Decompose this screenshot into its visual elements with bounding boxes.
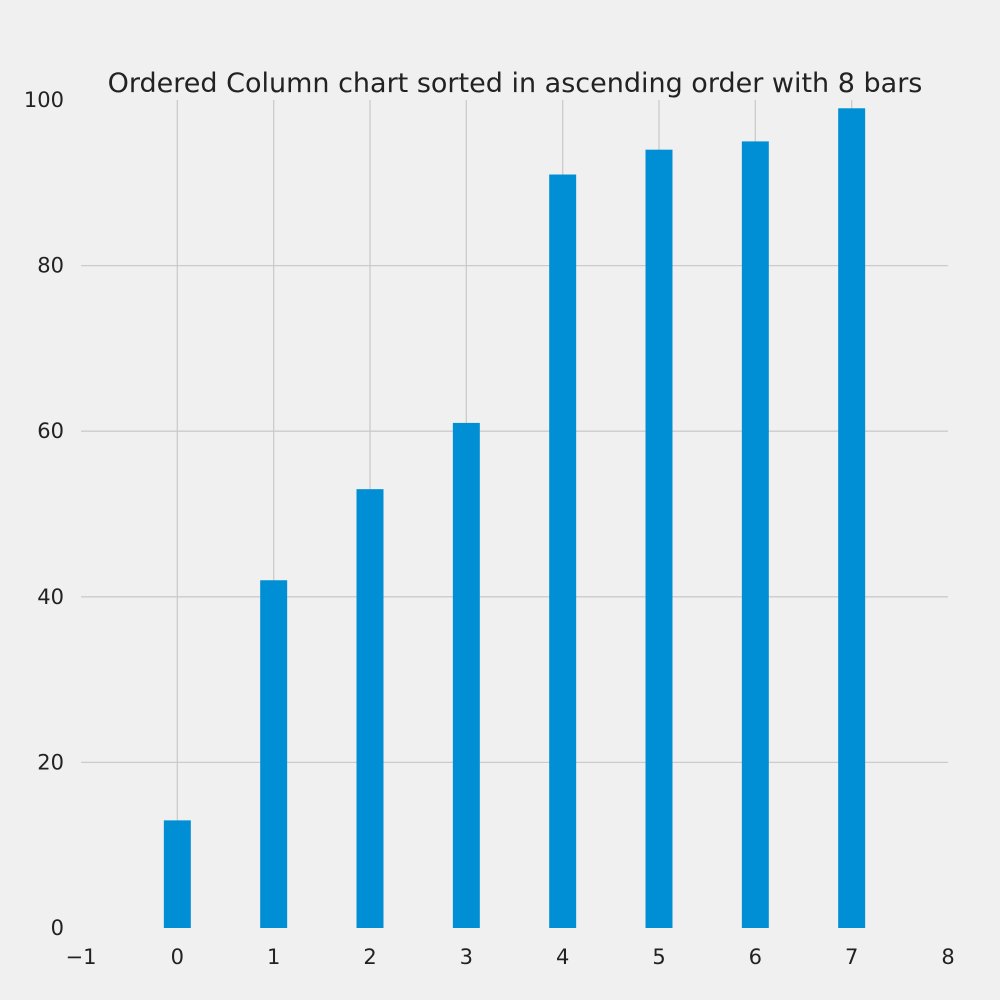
x-tick-label: 2 bbox=[363, 945, 376, 969]
bar bbox=[645, 149, 673, 928]
x-axis-ticks: −1 0 1 2 3 4 5 6 7 8 bbox=[66, 945, 955, 969]
x-tick-label: 5 bbox=[652, 945, 665, 969]
x-tick-label: 6 bbox=[749, 945, 762, 969]
bar bbox=[356, 489, 384, 928]
bars-layer bbox=[163, 108, 866, 928]
x-tick-label: 8 bbox=[941, 945, 954, 969]
x-tick-label: 3 bbox=[460, 945, 473, 969]
x-tick-label: 1 bbox=[267, 945, 280, 969]
bar bbox=[549, 174, 577, 928]
x-tick-label: 4 bbox=[556, 945, 569, 969]
bar bbox=[260, 580, 288, 928]
bar bbox=[163, 820, 191, 928]
y-tick-label: 20 bbox=[37, 750, 64, 774]
x-tick-label: 7 bbox=[845, 945, 858, 969]
y-tick-label: 40 bbox=[37, 585, 64, 609]
bar bbox=[452, 422, 480, 928]
x-tick-label: −1 bbox=[66, 945, 97, 969]
bar bbox=[838, 108, 866, 928]
y-axis-ticks: 0 20 40 60 80 100 bbox=[24, 88, 64, 940]
bar bbox=[741, 141, 769, 928]
y-tick-label: 60 bbox=[37, 419, 64, 443]
y-tick-label: 0 bbox=[51, 916, 64, 940]
y-tick-label: 80 bbox=[37, 254, 64, 278]
grid-layer bbox=[81, 100, 948, 928]
x-tick-label: 0 bbox=[171, 945, 184, 969]
chart-title: Ordered Column chart sorted in ascending… bbox=[108, 68, 923, 99]
y-tick-label: 100 bbox=[24, 88, 64, 112]
